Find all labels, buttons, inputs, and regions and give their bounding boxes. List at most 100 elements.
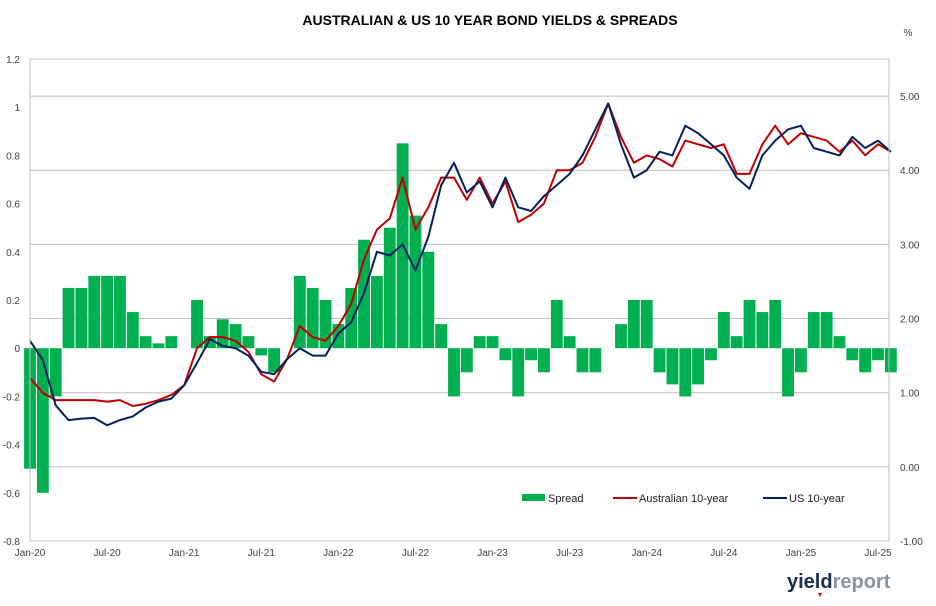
left-axis-tick: 0.2 [6, 296, 20, 307]
legend-label-us: US 10-year [789, 493, 845, 505]
plot-area [29, 58, 890, 542]
x-axis-tick: Jul-23 [556, 548, 584, 559]
spread-bar [640, 300, 653, 349]
x-axis-tick: Jul-20 [93, 548, 121, 559]
x-axis-tick: Jan-23 [477, 548, 508, 559]
x-axis-tick: Jan-24 [631, 548, 662, 559]
spread-bar [293, 275, 306, 349]
spread-bar [666, 348, 679, 385]
spread-bar [114, 275, 126, 349]
spread-bar [846, 348, 859, 361]
spread-bar [345, 287, 358, 349]
us-10-year-line [29, 102, 892, 427]
spread-bar [203, 336, 216, 349]
legend: Spread Australian 10-year US 10-year [522, 493, 845, 505]
legend-label-australian: Australian 10-year [639, 493, 729, 505]
spread-bar [473, 336, 486, 349]
spread-bar [807, 312, 820, 349]
spread-bar [884, 348, 897, 373]
svg-text:yieldreport: yieldreport [787, 571, 891, 593]
spread-bar [383, 227, 396, 349]
spread-bar [36, 348, 49, 493]
right-axis-tick: 3.00 [900, 240, 920, 251]
spread-bar [615, 324, 627, 349]
spread-bar [191, 300, 203, 349]
right-axis-tick: -1.00 [900, 537, 923, 548]
spread-bar [216, 319, 229, 349]
right-axis-tick: 5.00 [900, 92, 920, 103]
spread-bar [101, 275, 114, 349]
left-axis-tick: -0.6 [3, 489, 21, 500]
right-axis-tick: 0.00 [900, 463, 920, 474]
spread-bar [229, 324, 242, 349]
chart-title: AUSTRALIAN & US 10 YEAR BOND YIELDS & SP… [302, 12, 677, 28]
legend-label-spread: Spread [548, 493, 583, 505]
spread-bar [460, 348, 473, 373]
spread-bar [126, 312, 139, 349]
left-axis-tick: 1.2 [6, 55, 20, 66]
x-axis-tick: Jul-25 [864, 548, 892, 559]
legend-swatch-spread [522, 494, 545, 501]
left-axis-tick: -0.8 [3, 537, 21, 548]
spread-bar [576, 348, 589, 373]
spread-bar [152, 343, 165, 349]
spread-bar [49, 348, 62, 397]
spread-bar [88, 275, 101, 349]
spread-bar [679, 348, 692, 397]
spread-bar [743, 300, 756, 349]
australian-10-year-line [29, 102, 892, 407]
spread-bar [833, 336, 846, 349]
x-axis-tick: Jan-20 [15, 548, 46, 559]
spread-bar [563, 336, 576, 349]
spread-bar [268, 348, 281, 373]
spread-bar [525, 348, 538, 361]
x-axis-tick: Jul-21 [248, 548, 276, 559]
spread-bar [370, 275, 383, 349]
spread-bar [705, 348, 717, 361]
spread-bar [422, 251, 435, 349]
spread-bar [409, 215, 422, 349]
spread-bar [255, 348, 268, 356]
spread-bar [692, 348, 705, 385]
spread-bar [499, 348, 512, 361]
x-axis-tick: Jul-22 [402, 548, 430, 559]
spread-bar [872, 348, 884, 361]
left-axis-tick: -0.4 [3, 441, 21, 452]
spread-bar [653, 348, 666, 373]
spread-bar [538, 348, 550, 373]
spread-bar [627, 300, 640, 349]
spread-bar [165, 336, 178, 349]
spread-bar [139, 336, 152, 349]
spread-bar [769, 300, 782, 349]
spread-bar [512, 348, 525, 397]
spread-bar [486, 336, 499, 349]
logo-part-1: yield [787, 571, 833, 593]
spread-bar [332, 324, 345, 349]
spread-bar [319, 300, 332, 349]
x-axis-tick: Jan-22 [323, 548, 354, 559]
left-axis-tick: 0.4 [6, 248, 20, 259]
right-axis-unit: % [904, 28, 913, 39]
spread-bar [730, 336, 743, 349]
right-axis-tick: 2.00 [900, 315, 920, 326]
spread-bar [820, 312, 833, 349]
spread-bar [589, 348, 602, 373]
spread-bar [62, 287, 75, 349]
right-axis-tick: 1.00 [900, 389, 920, 400]
spread-bar [717, 312, 730, 349]
x-axis-tick: Jan-25 [786, 548, 817, 559]
spread-bar [782, 348, 794, 397]
spread-bar [75, 287, 88, 349]
x-axis-tick: Jul-24 [710, 548, 738, 559]
spread-bar [794, 348, 807, 373]
spread-bar [435, 324, 448, 349]
left-axis-tick: 0 [14, 344, 20, 355]
spread-bar [242, 336, 255, 349]
spread-bar [448, 348, 460, 397]
left-axis-tick: 1 [14, 103, 20, 114]
spread-bar [550, 300, 563, 349]
left-axis-tick: -0.2 [3, 392, 21, 403]
spread-bar [756, 312, 769, 349]
left-axis-tick: 0.6 [6, 200, 20, 211]
